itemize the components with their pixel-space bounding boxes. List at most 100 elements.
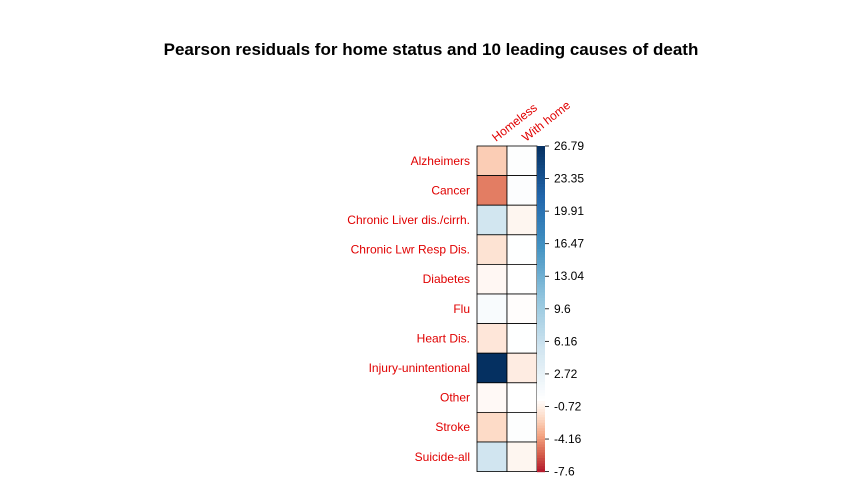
legend-gradient-segment (537, 205, 545, 210)
legend-gradient-segment (537, 249, 545, 253)
cell-injury-unintentional-with-home (506, 352, 538, 384)
legend-gradient-segment (537, 170, 545, 174)
legend-gradient-segment (537, 194, 545, 199)
cell-diabetes-with-home (506, 263, 538, 295)
color-legend: 26.79 23.35 19.91 16.47 13.04 9.6 6.16 2.72 -0.7… (537, 139, 584, 479)
legend-gradient-segment (537, 403, 545, 408)
legend-gradient-segment (537, 262, 545, 266)
cell-stroke-with-home (506, 411, 538, 443)
row-label-chronic-liver-dis-cirrh: Chronic Liver dis./cirrh. (347, 213, 470, 227)
legend-gradient-segment (537, 238, 545, 242)
legend-gradient-segment (537, 178, 545, 182)
legend-gradient-segment (537, 154, 545, 158)
legend-gradient-segment (537, 287, 545, 291)
legend-gradient-segment (537, 148, 545, 153)
cell-heart-dis-homeless (476, 323, 508, 354)
row-label-stroke: Stroke (435, 420, 470, 434)
legend-gradient-segment (537, 273, 545, 277)
legend-gradient-segment (537, 433, 545, 437)
row-label-heart-dis: Heart Dis. (417, 331, 470, 345)
legend-gradient-segment (537, 463, 545, 467)
legend-gradient-segment (537, 458, 545, 462)
legend-gradient-segment (537, 449, 545, 454)
legend-gradient-segment (537, 444, 545, 448)
legend-gradient-segment (537, 439, 545, 443)
legend-gradient-segment (537, 354, 545, 359)
legend-gradient-segment (537, 414, 545, 418)
cell-injury-unintentional-homeless (476, 352, 508, 384)
legend-tick-label: 13.04 (554, 269, 584, 283)
legend-gradient-segment (537, 363, 545, 367)
row-label-chronic-lwr-resp-dis: Chronic Lwr Resp Dis. (351, 243, 470, 257)
legend-gradient-segment (537, 230, 545, 234)
cell-heart-dis-with-home (506, 323, 538, 354)
legend-gradient-segment (537, 357, 545, 361)
legend-gradient-segment (537, 441, 545, 446)
row-label-suicide-all: Suicide-all (415, 450, 470, 464)
legend-gradient-segment (537, 197, 545, 201)
legend-gradient-segment (537, 278, 545, 283)
legend-gradient-segment (537, 390, 545, 394)
legend-gradient-segment (537, 406, 545, 410)
legend-gradient-segment (537, 330, 545, 334)
cell-chronic-liver-dis-cirrh-with-home (506, 204, 538, 236)
legend-tick-label: 2.72 (554, 367, 578, 381)
legend-gradient-segment (537, 186, 545, 191)
legend-gradient-segment (537, 257, 545, 261)
legend-gradient-segment (537, 466, 545, 470)
legend-gradient-segment (537, 371, 545, 375)
legend-gradient-segment (537, 460, 545, 465)
legend-gradient-segment (537, 232, 545, 237)
legend-gradient-segment (537, 151, 545, 155)
legend-gradient-segment (537, 265, 545, 269)
legend-gradient-segment (537, 311, 545, 315)
legend-gradient-segment (537, 316, 545, 321)
legend-gradient-segment (537, 455, 545, 459)
cell-chronic-lwr-resp-dis-homeless (476, 234, 508, 265)
legend-gradient-segment (537, 270, 545, 275)
row-labels: Alzheimers Cancer Chronic Liver dis./cirrh… (347, 154, 470, 464)
legend-gradient-segment (537, 211, 545, 215)
cell-other-homeless (476, 382, 508, 413)
legend-gradient-segment (537, 333, 545, 337)
legend-gradient-segment (537, 401, 545, 405)
legend-gradient-segment (537, 428, 545, 432)
legend-gradient-segment (537, 468, 545, 473)
legend-gradient-segment (537, 254, 545, 258)
legend-gradient-segment (537, 243, 545, 247)
legend-gradient-segment (537, 224, 545, 228)
legend-gradient-segment (537, 327, 545, 332)
legend-gradient-segment (537, 335, 545, 340)
legend-gradient-segment (537, 162, 545, 166)
legend-gradient-segment (537, 368, 545, 372)
legend-gradient-segment (537, 398, 545, 402)
legend-gradient-segment (537, 395, 545, 399)
cell-alzheimers-with-home (506, 145, 538, 177)
legend-gradient-segment (537, 284, 545, 288)
legend-gradient-segment (537, 319, 545, 323)
legend-gradient-segment (537, 365, 545, 370)
legend-gradient-segment (537, 240, 545, 245)
legend-gradient-segment (537, 322, 545, 326)
cell-diabetes-homeless (476, 263, 508, 295)
legend-tick-label: -7.6 (554, 465, 575, 479)
row-label-diabetes: Diabetes (423, 272, 470, 286)
legend-gradient-segment (537, 308, 545, 313)
legend-gradient-segment (537, 221, 545, 226)
legend-gradient-segment (537, 289, 545, 294)
legend-gradient-segment (537, 379, 545, 383)
legend-gradient-segment (537, 292, 545, 296)
legend-gradient-segment (537, 156, 545, 161)
legend-gradient-segment (537, 189, 545, 193)
legend-gradient-segment (537, 306, 545, 310)
legend-gradient-segment (537, 425, 545, 429)
legend-gradient-segment (537, 344, 545, 348)
legend-tick-label: -0.72 (554, 399, 582, 413)
legend-gradient-segment (537, 409, 545, 413)
legend-gradient-segment (537, 382, 545, 386)
legend-gradient-segment (537, 146, 545, 150)
legend-gradient-segment (537, 167, 545, 172)
legend-gradient-segment (537, 325, 545, 329)
